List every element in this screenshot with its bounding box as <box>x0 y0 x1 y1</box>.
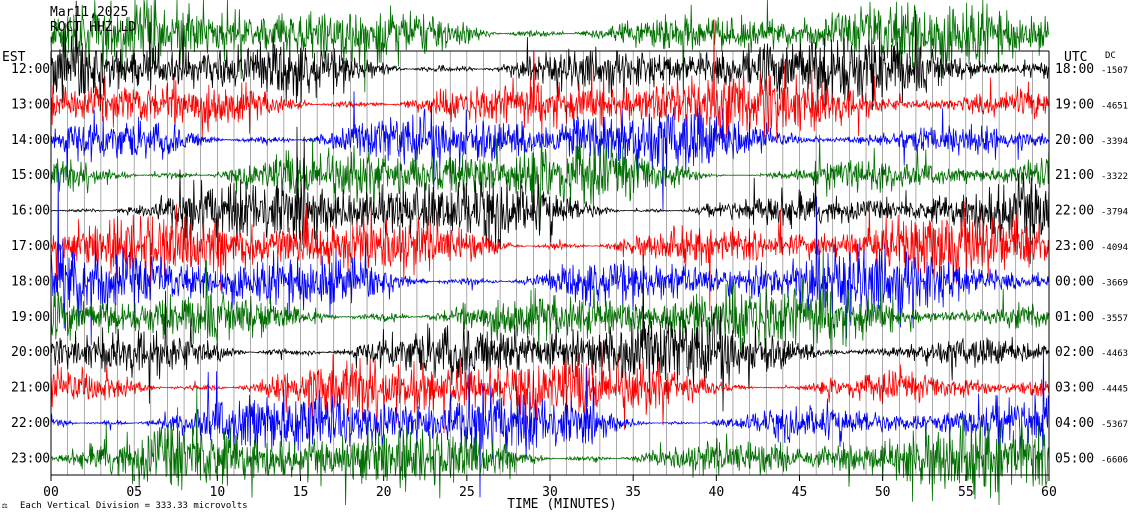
x-tick-label: 40 <box>709 485 725 500</box>
utc-hour-label: 18:00 <box>1055 62 1094 77</box>
x-tick-label: 20 <box>376 485 392 500</box>
minute-gridlines <box>67 51 1033 475</box>
est-hour-label: 21:00 <box>11 381 50 396</box>
dc-offset-label: -4094 <box>1101 243 1128 253</box>
utc-hour-label: 21:00 <box>1055 168 1094 183</box>
scale-icon: ⚖ <box>2 501 8 511</box>
est-hour-label: 20:00 <box>11 345 50 360</box>
utc-hour-label: 23:00 <box>1055 239 1094 254</box>
est-hour-label: 16:00 <box>11 204 50 219</box>
x-tick-label: 55 <box>958 485 974 500</box>
header-date: Mar11,2025 <box>50 5 128 20</box>
utc-hour-label: 04:00 <box>1055 416 1094 431</box>
dc-offset-label: -4463 <box>1101 349 1128 359</box>
x-tick-label: 30 <box>542 485 558 500</box>
left-axis-title: EST <box>2 50 26 65</box>
x-tick-label: 00 <box>43 485 59 500</box>
utc-hour-label: 22:00 <box>1055 204 1094 219</box>
dc-offset-label: -1507 <box>1101 66 1128 76</box>
x-tick-label: 45 <box>792 485 808 500</box>
est-hour-label: 23:00 <box>11 451 50 466</box>
x-tick-label: 50 <box>875 485 891 500</box>
est-hour-label: 13:00 <box>11 97 50 112</box>
dc-offset-label: -3322 <box>1101 172 1128 182</box>
est-hour-label: 22:00 <box>11 416 50 431</box>
x-tick-label: 25 <box>459 485 475 500</box>
scale-note: Each Vertical Division = 333.33 microvol… <box>20 501 248 511</box>
dc-offset-label: -5367 <box>1101 420 1128 430</box>
header-station: ROCT HHZ LD <box>50 20 136 35</box>
est-hour-label: 14:00 <box>11 133 50 148</box>
dc-offset-label: -3557 <box>1101 314 1128 324</box>
est-hour-label: 18:00 <box>11 274 50 289</box>
utc-hour-label: 00:00 <box>1055 274 1094 289</box>
est-hour-label: 19:00 <box>11 310 50 325</box>
est-hour-label: 15:00 <box>11 168 50 183</box>
utc-hour-label: 02:00 <box>1055 345 1094 360</box>
x-tick-label: 05 <box>126 485 142 500</box>
est-hour-label: 12:00 <box>11 62 50 77</box>
dc-offset-label: -4445 <box>1101 385 1128 395</box>
utc-hour-label: 20:00 <box>1055 133 1094 148</box>
dc-title: DC <box>1105 51 1116 61</box>
x-tick-labels: 00 05 10 15 20 25 30 35 40 45 50 55 60 <box>43 475 1057 500</box>
utc-hour-label: 01:00 <box>1055 310 1094 325</box>
est-hour-label: 17:00 <box>11 239 50 254</box>
x-tick-label: 60 <box>1041 485 1057 500</box>
dc-offset-label: -3669 <box>1101 278 1128 288</box>
dc-offset-label: -6606 <box>1101 455 1128 465</box>
x-tick-label: 15 <box>293 485 309 500</box>
dc-offset-label: -3794 <box>1101 208 1128 218</box>
utc-hour-label: 19:00 <box>1055 97 1094 112</box>
dc-offset-label: -4651 <box>1101 101 1128 111</box>
x-tick-label: 10 <box>210 485 226 500</box>
dc-offset-label: -3394 <box>1101 137 1128 147</box>
x-tick-label: 35 <box>625 485 641 500</box>
right-axis-title: UTC <box>1064 50 1087 65</box>
x-axis-title: TIME (MINUTES) <box>507 497 617 512</box>
utc-hour-label: 05:00 <box>1055 451 1094 466</box>
row-labels: 12:00 18:00 -1507 13:00 19:00 -4651 14:00 20:00… <box>11 62 1128 466</box>
utc-hour-label: 03:00 <box>1055 381 1094 396</box>
